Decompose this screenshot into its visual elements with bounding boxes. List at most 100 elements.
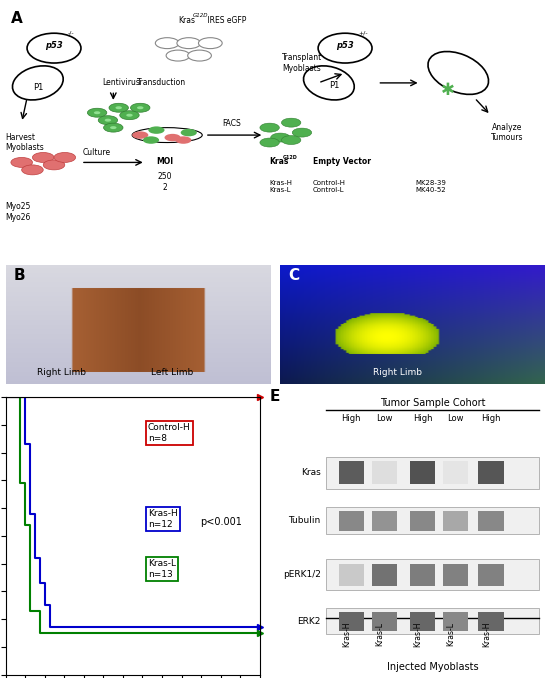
Ellipse shape (304, 66, 354, 100)
Circle shape (109, 103, 128, 113)
Circle shape (188, 50, 211, 61)
Circle shape (271, 133, 290, 142)
Text: P1: P1 (329, 81, 339, 90)
Ellipse shape (318, 33, 372, 63)
Bar (410, 563, 435, 586)
Circle shape (143, 136, 159, 144)
Text: Harvest
Myoblasts: Harvest Myoblasts (6, 133, 44, 152)
Text: G12D: G12D (193, 14, 208, 18)
Text: High: High (481, 414, 501, 423)
Bar (326, 506, 540, 534)
Circle shape (180, 129, 197, 136)
Text: pERK1/2: pERK1/2 (283, 570, 321, 579)
Circle shape (292, 128, 312, 137)
Bar (326, 457, 540, 489)
Circle shape (130, 103, 150, 113)
Text: Kras: Kras (270, 157, 289, 166)
Bar (372, 511, 397, 531)
Bar (478, 461, 504, 484)
Circle shape (54, 153, 75, 163)
Text: Culture: Culture (83, 148, 111, 157)
Text: Kras-H
Kras-L: Kras-H Kras-L (270, 180, 293, 193)
Circle shape (94, 111, 100, 114)
Bar (443, 563, 468, 586)
Text: ✱: ✱ (441, 81, 454, 100)
Circle shape (164, 134, 180, 141)
Text: Left Limb: Left Limb (151, 368, 193, 377)
Text: Right Limb: Right Limb (373, 368, 422, 377)
Text: MOI: MOI (156, 157, 173, 166)
Bar (443, 511, 468, 531)
Text: Lentivirus: Lentivirus (102, 79, 140, 87)
Circle shape (110, 126, 117, 129)
Circle shape (98, 116, 118, 125)
Ellipse shape (132, 127, 202, 142)
Text: Kras-H: Kras-H (342, 622, 351, 647)
Text: Analyze
Tumours: Analyze Tumours (491, 123, 523, 142)
Text: p53: p53 (45, 41, 63, 50)
Text: Kras: Kras (178, 16, 195, 25)
Bar (443, 461, 468, 484)
Circle shape (282, 118, 301, 127)
Text: B: B (13, 268, 25, 283)
Ellipse shape (428, 52, 488, 94)
Circle shape (166, 50, 190, 61)
Circle shape (132, 132, 148, 139)
Circle shape (87, 108, 107, 117)
Text: p<0.001: p<0.001 (200, 517, 242, 527)
Circle shape (32, 153, 54, 163)
Text: Kras-H
n=12: Kras-H n=12 (148, 509, 178, 529)
Bar (339, 511, 364, 531)
Text: Kras-L: Kras-L (447, 622, 455, 646)
Bar (326, 608, 540, 635)
Text: High: High (412, 414, 432, 423)
Bar (478, 511, 504, 531)
Bar (339, 563, 364, 586)
Text: Kras-H: Kras-H (414, 622, 422, 647)
Text: +/-: +/- (359, 31, 368, 36)
Text: Control-H
n=8: Control-H n=8 (148, 424, 191, 443)
Text: Transplant
Myoblasts: Transplant Myoblasts (282, 54, 322, 73)
Text: Low: Low (447, 414, 464, 423)
Text: Transduction: Transduction (138, 79, 186, 87)
Text: MK28-39
MK40-52: MK28-39 MK40-52 (415, 180, 446, 193)
Circle shape (126, 114, 133, 117)
Circle shape (260, 138, 279, 147)
Text: IRES eGFP: IRES eGFP (205, 16, 246, 25)
Text: Kras-H: Kras-H (482, 622, 491, 647)
Text: Low: Low (376, 414, 393, 423)
Text: Right Limb: Right Limb (37, 368, 86, 377)
Text: Kras-L
n=13: Kras-L n=13 (148, 559, 176, 579)
Text: High: High (342, 414, 361, 423)
Text: C: C (288, 268, 299, 283)
Circle shape (260, 123, 279, 132)
Bar (443, 612, 468, 631)
Circle shape (116, 106, 122, 109)
Text: Tumor Sample Cohort: Tumor Sample Cohort (380, 399, 486, 408)
Bar (372, 461, 397, 484)
Text: FACS: FACS (223, 119, 241, 127)
Bar (326, 559, 540, 590)
Bar (410, 461, 435, 484)
Circle shape (177, 38, 201, 49)
Bar (478, 563, 504, 586)
Circle shape (155, 38, 179, 49)
Bar (372, 563, 397, 586)
Circle shape (148, 126, 164, 134)
Circle shape (137, 106, 144, 109)
Text: A: A (11, 11, 23, 26)
Bar (410, 612, 435, 631)
Ellipse shape (27, 33, 81, 63)
Text: Myo25
Myo26: Myo25 Myo26 (6, 202, 31, 222)
Circle shape (21, 165, 43, 175)
Circle shape (199, 38, 222, 49)
Bar (339, 461, 364, 484)
Bar (339, 612, 364, 631)
Bar (410, 511, 435, 531)
Circle shape (282, 136, 301, 144)
Circle shape (175, 136, 191, 144)
Circle shape (103, 123, 123, 132)
Text: P1: P1 (32, 83, 43, 92)
Text: Control-H
Control-L: Control-H Control-L (313, 180, 346, 193)
Circle shape (104, 119, 111, 121)
